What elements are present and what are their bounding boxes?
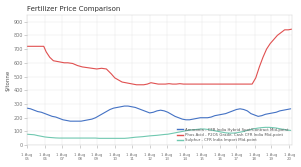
Text: Fertilizer Price Comparison: Fertilizer Price Comparison <box>27 6 120 12</box>
Y-axis label: $/tonne: $/tonne <box>5 69 11 91</box>
Legend: Ammonia - CFR India Hybrid Spot/Contract Mid-point, Phos Acid - P2O5 Grade, Cash: Ammonia - CFR India Hybrid Spot/Contract… <box>176 127 290 143</box>
